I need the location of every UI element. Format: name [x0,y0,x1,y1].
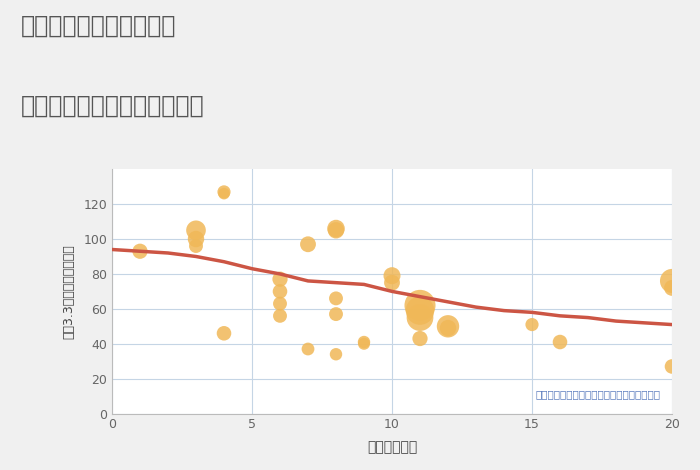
Point [386,279,398,286]
Point [190,242,202,250]
Point [330,227,342,234]
Point [218,188,230,196]
Point [274,300,286,307]
Point [302,241,314,248]
Point [274,275,286,283]
Point [666,363,678,370]
Point [666,277,678,285]
Point [330,225,342,232]
Point [218,329,230,337]
Point [330,351,342,358]
Point [358,338,370,346]
Text: 奈良県奈良市矢田原町の: 奈良県奈良市矢田原町の [21,14,176,38]
Point [386,272,398,280]
Point [218,190,230,197]
Point [358,340,370,347]
Point [274,312,286,320]
X-axis label: 駅距離（分）: 駅距離（分） [367,440,417,454]
Y-axis label: 坪（3.3㎡）単価（万円）: 坪（3.3㎡）単価（万円） [62,244,75,339]
Point [302,345,314,353]
Point [330,295,342,302]
Point [274,288,286,295]
Point [414,314,426,321]
Point [190,235,202,243]
Point [554,338,566,346]
Point [414,307,426,314]
Point [442,322,454,330]
Text: 駅距離別中古マンション価格: 駅距離別中古マンション価格 [21,94,204,118]
Point [414,302,426,309]
Point [134,248,146,255]
Point [330,310,342,318]
Point [526,321,538,329]
Point [414,335,426,342]
Text: 円の大きさは、取引のあった物件面積を示す: 円の大きさは、取引のあった物件面積を示す [536,389,661,399]
Point [666,284,678,292]
Point [442,324,454,332]
Point [190,227,202,234]
